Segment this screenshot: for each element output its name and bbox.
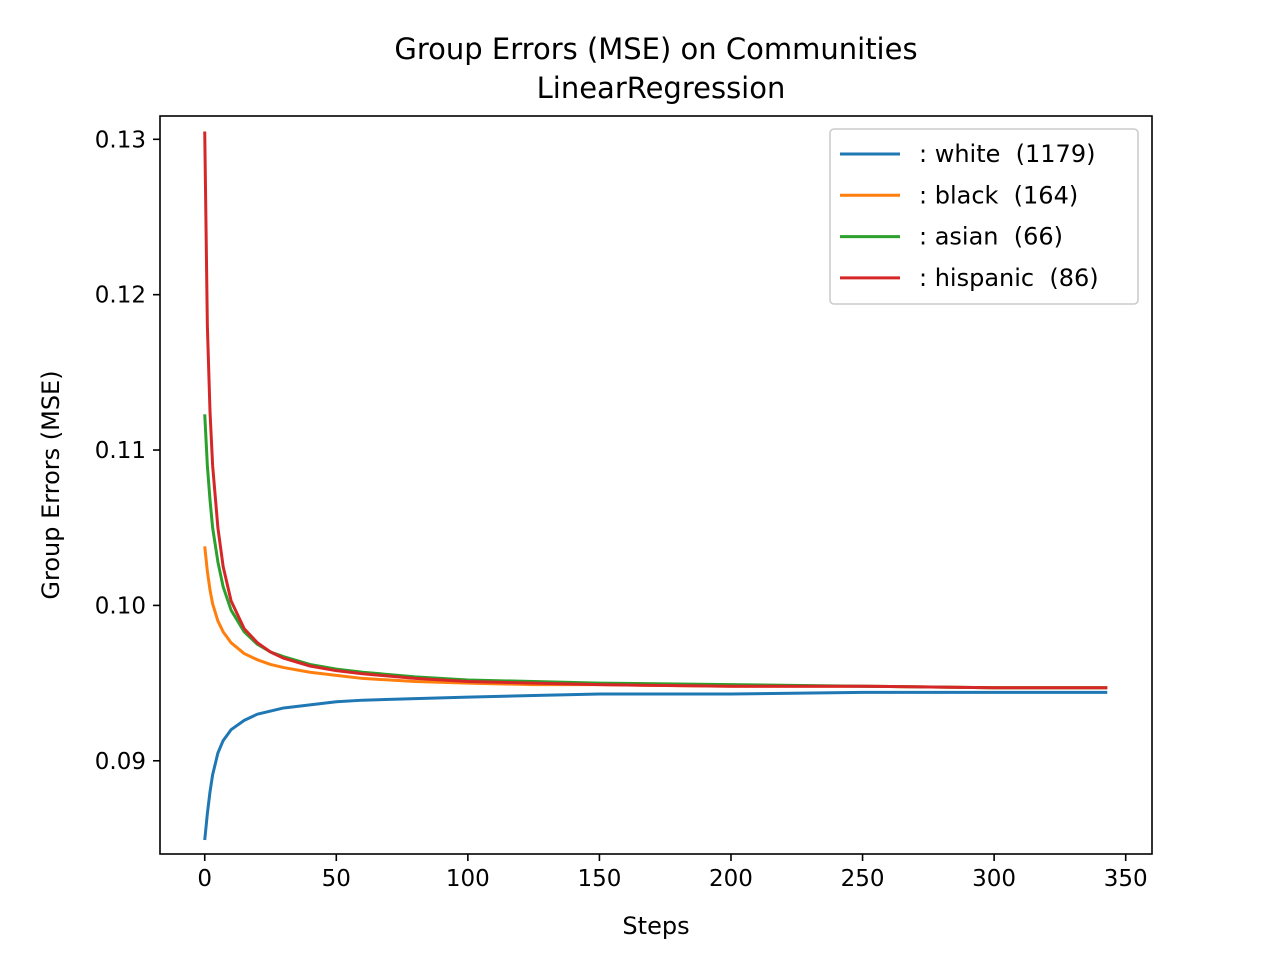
x-axis: 0 50 100 150 200 250 300 350 <box>197 854 1148 892</box>
y-tick-label: 0.09 <box>95 749 146 775</box>
y-tick-label: 0.13 <box>95 127 146 153</box>
x-tick-label: 50 <box>322 866 351 892</box>
x-tick-label: 100 <box>446 866 490 892</box>
legend: : white (1179) : black (164) : asian (66):… <box>829 128 1139 305</box>
series-layer <box>203 131 1108 841</box>
chart-subtitle: LinearRegression <box>537 71 786 105</box>
legend-label-3: : hispanic (86) <box>919 264 1099 292</box>
y-tick-label: 0.11 <box>95 438 146 464</box>
legend-label-1: : black (164) <box>919 181 1078 209</box>
legend-box <box>829 128 1139 305</box>
legend-label-2: : asian (66) <box>919 223 1063 251</box>
x-axis-label: Steps <box>622 912 689 940</box>
x-tick-label: 150 <box>577 866 621 892</box>
x-tick-label: 250 <box>841 866 885 892</box>
chart-title: Group Errors (MSE) on Communities <box>394 32 917 66</box>
y-tick-label: 0.10 <box>95 593 146 619</box>
y-tick-label: 0.12 <box>95 283 146 309</box>
x-tick-label: 200 <box>709 866 753 892</box>
x-tick-label: 0 <box>197 866 212 892</box>
x-tick-label: 300 <box>972 866 1016 892</box>
series-line-3 <box>203 131 1108 690</box>
y-axis-label: Group Errors (MSE) <box>37 370 65 599</box>
legend-label-0: : white (1179) <box>919 140 1095 168</box>
plot-frame <box>159 115 1153 855</box>
x-tick-label: 350 <box>1104 866 1148 892</box>
y-axis: 0.09 0.10 0.11 0.12 0.13 <box>95 127 160 775</box>
series-line-0 <box>203 690 1108 841</box>
